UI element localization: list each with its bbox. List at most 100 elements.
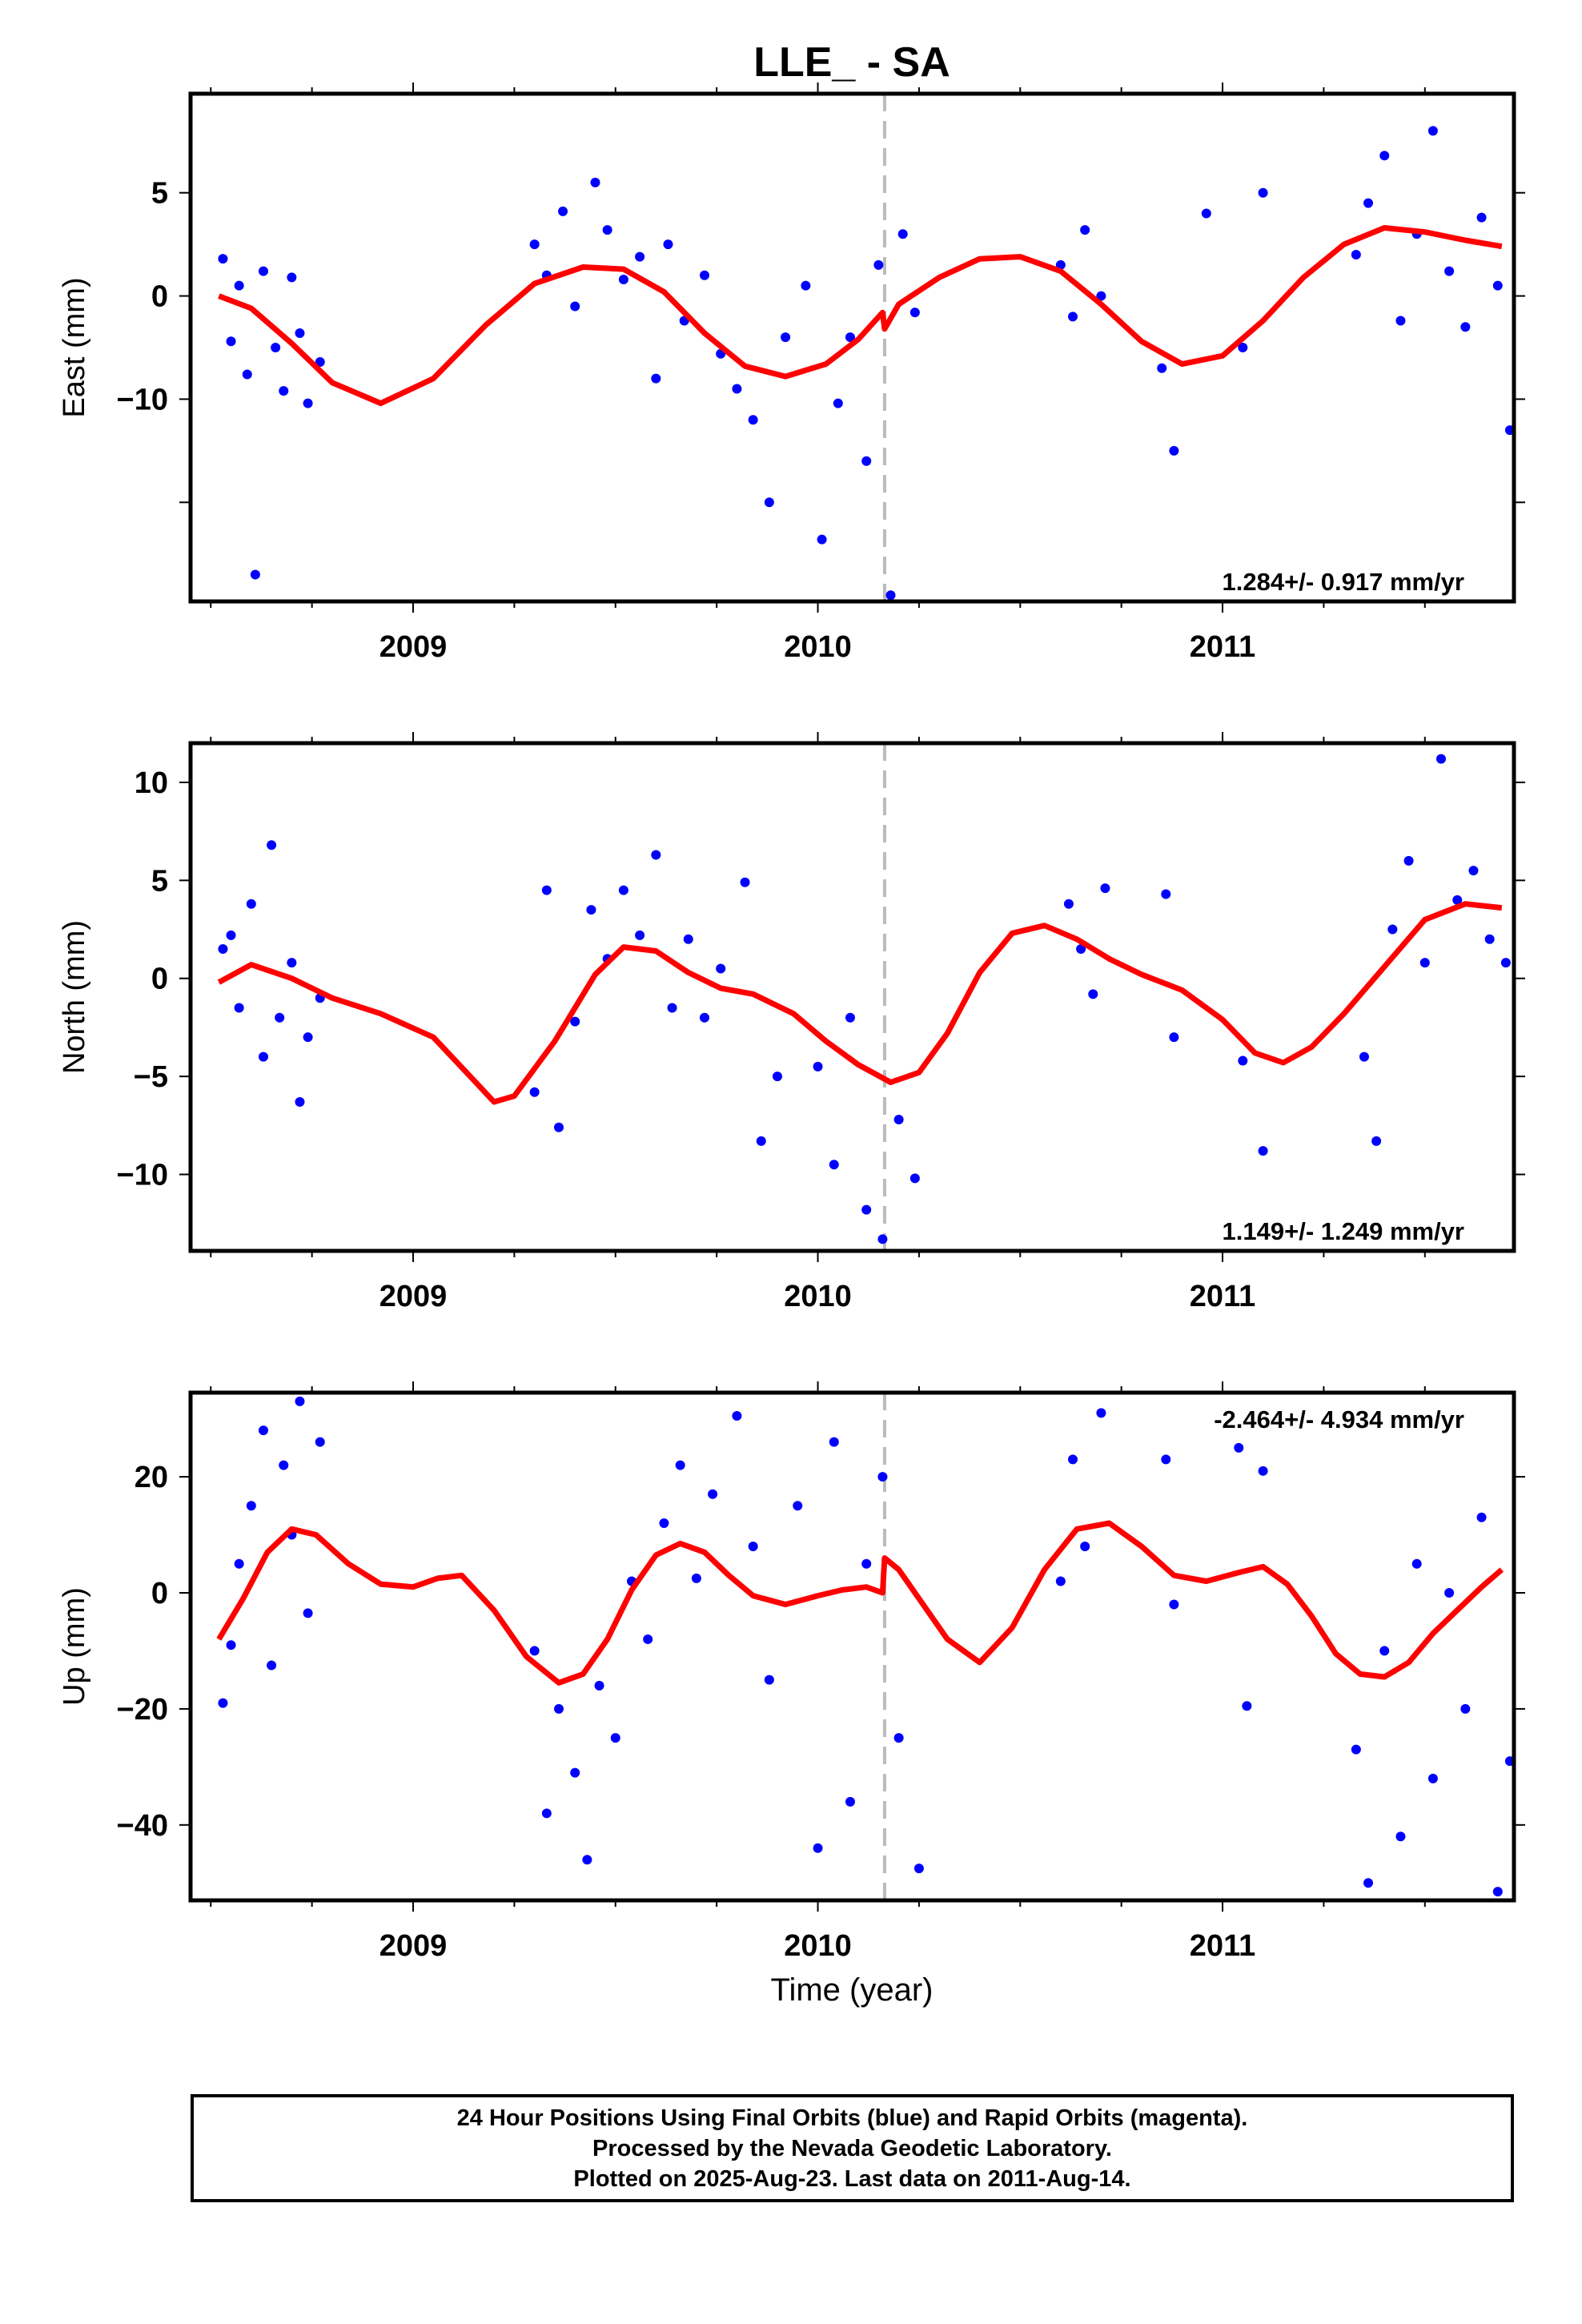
- data-point: [250, 569, 260, 580]
- data-point: [1379, 151, 1390, 161]
- data-point: [1080, 1542, 1090, 1552]
- data-point: [1444, 1587, 1455, 1598]
- data-point: [586, 905, 596, 915]
- data-point: [893, 1114, 904, 1124]
- data-point: [897, 229, 908, 239]
- data-point: [558, 206, 568, 216]
- data-point: [699, 1012, 709, 1023]
- data-point: [909, 1173, 920, 1184]
- data-point: [1371, 1136, 1382, 1146]
- data-point: [258, 1051, 268, 1062]
- y-axis-label: North (mm): [58, 920, 91, 1074]
- data-point: [1088, 989, 1098, 999]
- data-point: [279, 386, 289, 396]
- data-point: [643, 1634, 653, 1644]
- caption-box: 24 Hour Positions Using Final Orbits (bl…: [191, 2094, 1514, 2202]
- y-tick-label: 5: [151, 864, 168, 898]
- data-point: [861, 1558, 872, 1569]
- data-point: [756, 1136, 766, 1146]
- data-point: [1492, 280, 1503, 291]
- data-point: [635, 251, 645, 262]
- data-point: [764, 497, 774, 508]
- data-point: [683, 934, 693, 944]
- data-point: [234, 1003, 244, 1013]
- x-tick-label: 2011: [1190, 1929, 1255, 1963]
- data-point: [218, 254, 228, 264]
- y-tick-label: −10: [117, 1159, 168, 1192]
- data-point: [651, 850, 661, 860]
- y-tick-label: 10: [135, 766, 168, 800]
- data-point: [570, 1016, 580, 1027]
- data-point: [570, 301, 580, 312]
- data-point: [303, 1032, 313, 1043]
- data-point: [234, 280, 244, 291]
- y-tick-label: −10: [117, 383, 168, 416]
- data-point: [1395, 316, 1406, 326]
- plot-frame: [188, 1390, 1516, 1903]
- data-point: [1387, 924, 1398, 935]
- data-point: [813, 1061, 823, 1072]
- data-point: [651, 373, 661, 384]
- rate-label: 1.284+/- 0.917 mm/yr: [1223, 568, 1464, 596]
- data-point: [1492, 1887, 1503, 1897]
- data-point: [258, 266, 268, 276]
- data-point: [1169, 445, 1179, 456]
- data-point: [1504, 1756, 1514, 1767]
- data-point: [748, 1542, 758, 1552]
- data-point: [602, 225, 612, 235]
- data-point: [279, 1460, 289, 1470]
- y-tick-label: −40: [117, 1809, 168, 1843]
- data-point: [716, 963, 726, 974]
- data-point: [829, 1160, 839, 1170]
- data-point: [1504, 425, 1514, 436]
- data-point: [303, 1608, 313, 1618]
- data-point: [1068, 312, 1078, 322]
- plot-frame: [188, 741, 1516, 1253]
- rate-label: -2.464+/- 4.934 mm/yr: [1214, 1405, 1464, 1433]
- data-point: [226, 930, 236, 940]
- data-point: [861, 456, 872, 466]
- y-tick-label: 0: [151, 963, 168, 996]
- data-point: [1258, 1146, 1268, 1156]
- data-point: [708, 1489, 718, 1499]
- data-point: [267, 840, 277, 850]
- panel-2: 2009 2010 2011 10 5 0 −5 −10 North (mm) 1.149+/- …: [58, 732, 1525, 1313]
- data-point: [659, 1518, 669, 1529]
- data-point: [772, 1072, 782, 1082]
- data-point: [1363, 198, 1374, 208]
- data-point: [295, 1396, 305, 1406]
- data-point: [913, 1864, 924, 1874]
- data-point: [1161, 889, 1171, 899]
- data-point: [1427, 1773, 1438, 1783]
- x-axis-label: Time (year): [771, 1972, 934, 2008]
- data-point: [287, 958, 297, 968]
- data-point: [1468, 866, 1479, 876]
- data-point: [218, 944, 228, 955]
- x-tick-label: 2011: [1190, 630, 1255, 664]
- data-point: [845, 1796, 855, 1807]
- data-point: [793, 1501, 803, 1511]
- data-point: [303, 398, 313, 408]
- data-points: [218, 754, 1511, 1244]
- data-point: [541, 1808, 552, 1819]
- data-point: [691, 1573, 701, 1583]
- data-point: [1476, 212, 1487, 223]
- data-point: [234, 1558, 244, 1569]
- data-point: [271, 343, 281, 352]
- data-point: [893, 1733, 904, 1743]
- data-point: [226, 336, 236, 347]
- fit-line: [218, 225, 1503, 407]
- data-point: [764, 1675, 774, 1685]
- data-point: [529, 239, 540, 250]
- data-point: [1068, 1454, 1078, 1465]
- data-point: [295, 328, 305, 338]
- panel-3: 2009 2010 2011 20 0 −20 −40 Up (mm) -2.464+/- 4.…: [58, 1381, 1525, 1963]
- data-point: [246, 1501, 256, 1511]
- data-point: [909, 308, 920, 318]
- data-point: [1484, 934, 1495, 944]
- data-point: [1351, 250, 1361, 260]
- data-point: [267, 1660, 277, 1671]
- data-point: [242, 369, 252, 380]
- panel-1: 2009 2010 2011 5 0 −10 East (mm) 1.284+/- 0.917…: [58, 82, 1525, 664]
